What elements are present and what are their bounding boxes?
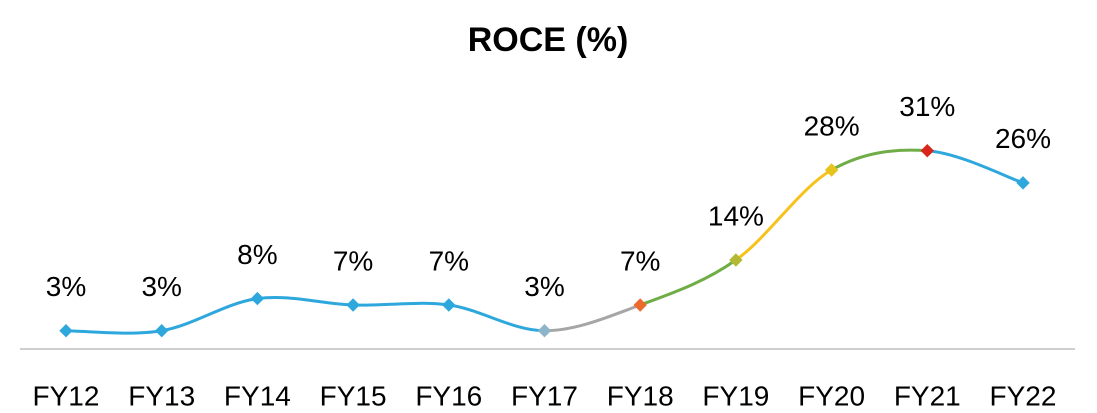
marker <box>920 144 935 158</box>
x-tick-label: FY14 <box>224 380 291 411</box>
data-label: 31% <box>899 91 955 122</box>
line-segment <box>830 148 928 172</box>
line-segment <box>735 168 833 262</box>
x-tick-label: FY20 <box>798 380 865 411</box>
data-label: 7% <box>333 245 373 276</box>
line-segment <box>448 303 545 333</box>
data-label: 3% <box>524 271 564 302</box>
x-tick-label: FY16 <box>415 380 482 411</box>
x-tick-label: FY17 <box>511 380 578 411</box>
marker <box>154 324 169 338</box>
marker <box>537 324 552 338</box>
chart-title: ROCE (%) <box>468 21 629 59</box>
data-label: 7% <box>429 245 469 276</box>
data-label: 28% <box>804 110 860 141</box>
marker <box>250 291 265 306</box>
x-tick-label: FY21 <box>894 380 961 411</box>
line-segment <box>257 295 354 307</box>
line-segment <box>927 149 1024 185</box>
marker <box>1016 176 1030 190</box>
data-label: 14% <box>708 200 764 231</box>
x-tick-label: FY13 <box>128 380 195 411</box>
line-segment <box>65 329 162 335</box>
line-segment <box>544 303 641 333</box>
x-tick-label: FY15 <box>320 380 387 411</box>
data-label: 26% <box>995 123 1051 154</box>
marker <box>824 163 839 177</box>
line-segment <box>639 258 737 307</box>
x-tick-label: FY12 <box>33 380 100 411</box>
data-label: 3% <box>141 271 181 302</box>
data-label: 3% <box>46 271 86 302</box>
marker <box>633 298 647 312</box>
data-label: 8% <box>237 239 277 270</box>
marker <box>346 298 360 312</box>
marker <box>729 253 743 267</box>
line-segment <box>353 301 449 307</box>
x-tick-label: FY18 <box>607 380 674 411</box>
marker <box>59 324 73 338</box>
data-label: 7% <box>620 245 660 276</box>
x-tick-label: FY19 <box>702 380 769 411</box>
marker <box>442 298 456 312</box>
x-tick-label: FY22 <box>990 380 1057 411</box>
line-segment <box>161 297 258 333</box>
